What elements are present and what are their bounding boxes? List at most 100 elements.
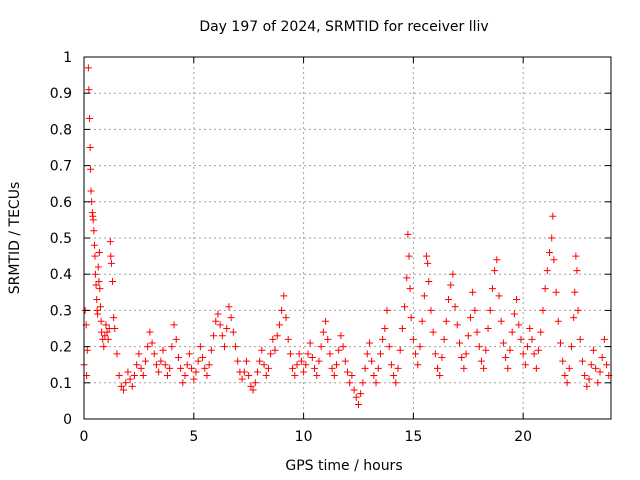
- data-point: [346, 379, 354, 387]
- data-point: [436, 372, 444, 380]
- data-point: [194, 357, 202, 365]
- data-point: [315, 357, 323, 365]
- data-point: [304, 350, 312, 358]
- data-point: [205, 361, 213, 369]
- data-point: [322, 317, 330, 325]
- data-point: [554, 317, 562, 325]
- data-point: [199, 353, 207, 361]
- data-point: [159, 346, 167, 354]
- data-point: [242, 357, 250, 365]
- data-point: [148, 339, 156, 347]
- data-point: [497, 317, 505, 325]
- data-point: [302, 361, 310, 369]
- data-point: [87, 165, 95, 173]
- data-point: [368, 357, 376, 365]
- data-point: [581, 372, 589, 380]
- data-point: [504, 364, 512, 372]
- data-point: [458, 353, 466, 361]
- data-point: [103, 328, 111, 336]
- data-point: [592, 364, 600, 372]
- data-point: [196, 343, 204, 351]
- data-point: [326, 350, 334, 358]
- data-point: [144, 343, 152, 351]
- data-point: [135, 350, 143, 358]
- data-point: [249, 386, 257, 394]
- data-point: [95, 277, 103, 285]
- data-point: [398, 325, 406, 332]
- data-point: [150, 350, 158, 358]
- data-point: [571, 288, 579, 296]
- data-point: [273, 332, 281, 340]
- data-point: [429, 328, 437, 336]
- data-point: [440, 335, 448, 343]
- data-point: [412, 350, 420, 358]
- data-point: [449, 270, 457, 278]
- data-point: [473, 328, 481, 336]
- data-point: [245, 372, 253, 380]
- data-point: [469, 288, 477, 296]
- data-point: [210, 332, 218, 340]
- data-point: [96, 303, 104, 311]
- data-point: [91, 270, 99, 278]
- data-point: [396, 346, 404, 354]
- data-point: [234, 357, 242, 365]
- data-point: [535, 346, 543, 354]
- data-point: [565, 364, 573, 372]
- data-point: [269, 335, 277, 343]
- data-point: [221, 343, 229, 351]
- data-point: [339, 343, 347, 351]
- data-point: [376, 350, 384, 358]
- data-point: [107, 259, 115, 267]
- data-point: [548, 234, 556, 242]
- data-points: [80, 64, 613, 409]
- data-point: [238, 375, 246, 383]
- data-point: [352, 393, 360, 401]
- data-point: [192, 368, 200, 376]
- data-point: [471, 306, 479, 314]
- data-point: [93, 296, 101, 304]
- y-tick-label: 0.6: [50, 195, 72, 211]
- data-point: [96, 285, 104, 293]
- data-point: [317, 343, 325, 351]
- grid-lines: [84, 57, 611, 419]
- data-point: [434, 364, 442, 372]
- data-point: [583, 382, 591, 390]
- data-point: [475, 343, 483, 351]
- data-point: [157, 357, 165, 365]
- data-point: [91, 252, 99, 260]
- data-point: [392, 379, 400, 387]
- data-point: [137, 364, 145, 372]
- data-point: [381, 325, 389, 332]
- data-point: [541, 285, 549, 293]
- data-point: [357, 390, 365, 398]
- data-point: [87, 187, 95, 195]
- data-point: [404, 230, 412, 238]
- data-point: [499, 339, 507, 347]
- data-point: [251, 379, 259, 387]
- data-point: [260, 361, 268, 369]
- data-point: [216, 321, 224, 329]
- data-point: [480, 364, 488, 372]
- data-point: [418, 317, 426, 325]
- data-point: [133, 361, 141, 369]
- data-point: [572, 252, 580, 260]
- data-point: [330, 372, 338, 380]
- data-point: [264, 364, 272, 372]
- data-point: [363, 350, 371, 358]
- data-point: [477, 357, 485, 365]
- data-point: [550, 256, 558, 264]
- data-point: [549, 212, 557, 220]
- data-point: [297, 357, 305, 365]
- data-point: [427, 306, 435, 314]
- data-point: [460, 364, 468, 372]
- data-point: [543, 267, 551, 275]
- y-tick-label: 0.3: [50, 303, 72, 319]
- data-point: [515, 321, 523, 329]
- data-point: [311, 364, 319, 372]
- data-point: [537, 328, 545, 336]
- data-point: [207, 346, 215, 354]
- data-point: [223, 325, 231, 332]
- data-point: [563, 379, 571, 387]
- chart-title: Day 197 of 2024, SRMTID for receiver lli…: [199, 19, 488, 35]
- data-point: [85, 86, 93, 94]
